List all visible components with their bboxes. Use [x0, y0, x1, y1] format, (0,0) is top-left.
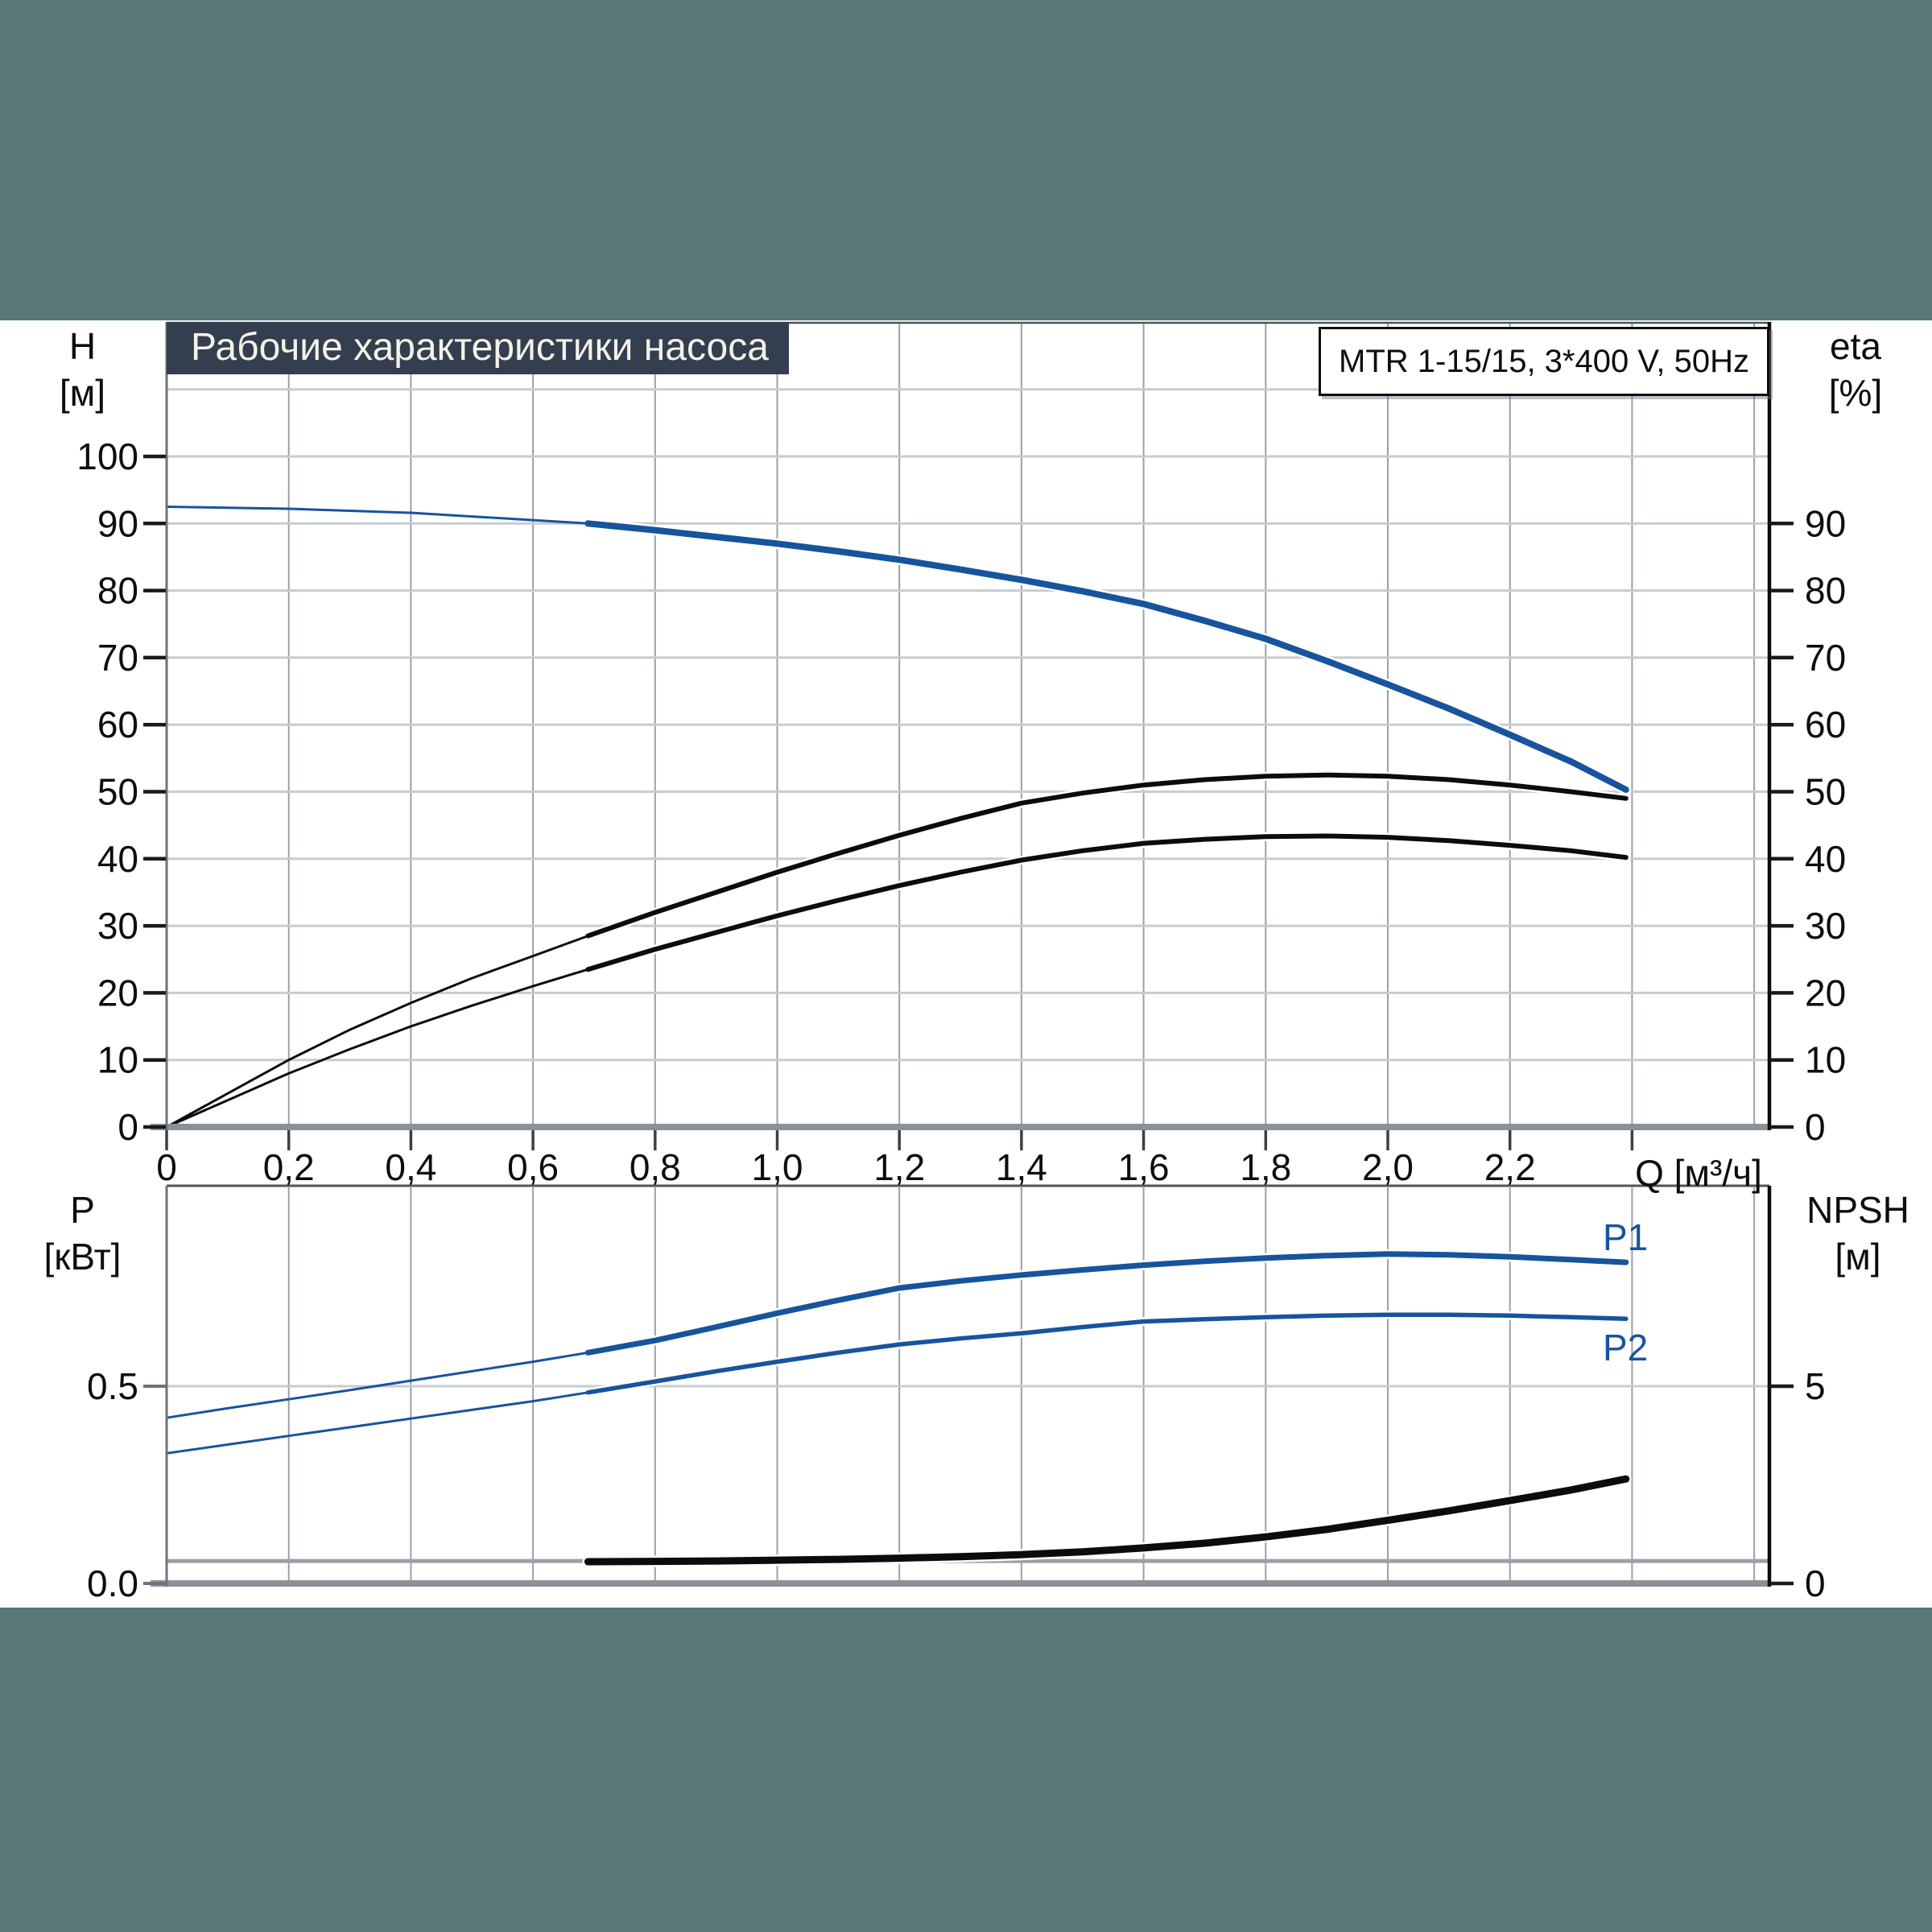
- tick-label: 30: [97, 905, 138, 947]
- tick-label: 0,4: [385, 1146, 436, 1188]
- tick-label: 10: [97, 1039, 138, 1081]
- tick-label: 60: [1805, 704, 1846, 745]
- h-curve: [584, 520, 1629, 793]
- tick-label: 40: [1805, 838, 1846, 880]
- eta2-curve-thin-segment: [165, 968, 589, 1129]
- tick-label: 0.5: [87, 1365, 138, 1407]
- eta2-curve: [585, 833, 1629, 972]
- tick-label: 40: [97, 838, 138, 880]
- tick-label: 1,8: [1240, 1146, 1291, 1188]
- tick-label: 5: [1805, 1365, 1826, 1407]
- tick-label: 70: [97, 637, 138, 679]
- bottom-chart-x-axis: [151, 1580, 1769, 1587]
- eta1-curve-thin-segment: [165, 935, 589, 1129]
- tick-label: 90: [1805, 502, 1846, 544]
- tick-label: 0: [118, 1106, 138, 1148]
- eta1-curve: [585, 772, 1629, 939]
- tick-label: 1,0: [752, 1146, 803, 1188]
- tick-label: 20: [1805, 972, 1846, 1013]
- tick-label: 70: [1805, 637, 1846, 679]
- tick-label: 1,6: [1118, 1146, 1170, 1188]
- h-curve-thin-segment: [165, 506, 589, 525]
- background-top-band: [0, 0, 1932, 320]
- tick-label: 50: [1805, 771, 1846, 813]
- pump-model-badge: MTR 1-15/15, 3*400 V, 50Hz: [1319, 327, 1769, 396]
- h-axis-unit: [м]: [59, 372, 106, 414]
- tick-label: 60: [97, 704, 138, 745]
- tick-label: 100: [76, 436, 138, 477]
- eta2-curve-halo: [583, 831, 1631, 974]
- q-axis-title: Q [м³/ч]: [1635, 1152, 1762, 1194]
- tick-label: 0: [156, 1146, 177, 1188]
- npsh-curve: [584, 1475, 1630, 1566]
- tick-label: 2,2: [1484, 1146, 1536, 1188]
- eta1-curve-halo: [583, 770, 1631, 941]
- tick-label: 1,2: [873, 1146, 925, 1188]
- eta-axis-unit: [%]: [1828, 372, 1883, 414]
- tick-label: 80: [1805, 570, 1846, 612]
- tick-label: 30: [1805, 905, 1846, 947]
- p2-curve: [585, 1312, 1629, 1395]
- tick-label: 90: [97, 502, 138, 544]
- npsh-axis-title: NPSH: [1806, 1189, 1909, 1231]
- tick-label: 0.0: [87, 1563, 138, 1604]
- p1-curve: [584, 1251, 1629, 1356]
- tick-label: 1,4: [996, 1146, 1047, 1188]
- tick-label: 50: [97, 771, 138, 813]
- npsh-axis-unit: [м]: [1835, 1236, 1881, 1278]
- tick-label: 10: [1805, 1039, 1846, 1081]
- h-axis-title: H: [68, 325, 97, 367]
- p1-curve-thin-segment: [165, 1351, 589, 1419]
- tick-label: 2,0: [1362, 1146, 1414, 1188]
- tick-label: 0,8: [630, 1146, 681, 1188]
- top-chart-x-axis: [151, 1124, 1769, 1130]
- tick-label: 0: [1805, 1106, 1826, 1148]
- tick-label: 0,6: [507, 1146, 559, 1188]
- tick-label: 20: [97, 972, 138, 1013]
- tick-label: 0,2: [263, 1146, 315, 1188]
- p-axis-title: P: [70, 1189, 95, 1231]
- tick-label: 80: [97, 570, 138, 612]
- tick-label: 0: [1805, 1563, 1826, 1604]
- p-axis-unit: [кВт]: [43, 1236, 122, 1278]
- eta-axis-title: eta: [1830, 325, 1881, 367]
- p2-curve-label: P2: [1603, 1327, 1649, 1368]
- background-bottom-band: [0, 1608, 1932, 1932]
- page-title: Рабочие характеристики насоса: [167, 322, 789, 374]
- p1-curve-label: P1: [1603, 1216, 1649, 1258]
- p2-curve-thin-segment: [165, 1391, 589, 1455]
